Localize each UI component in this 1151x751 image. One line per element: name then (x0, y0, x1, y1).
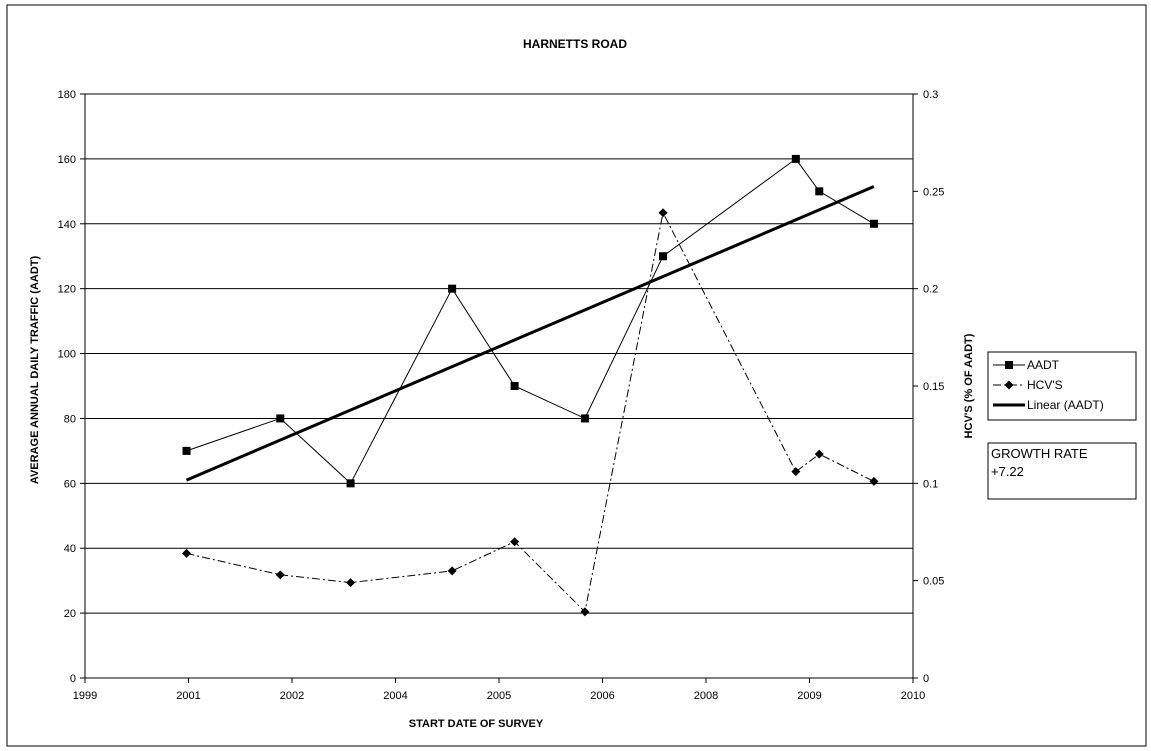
aadt-point (580, 414, 589, 423)
aadt-point (510, 382, 519, 390)
growth-rate-frame (987, 442, 1137, 500)
hcv-s-point (869, 476, 879, 486)
y2-tick-label: 0.05 (923, 576, 944, 588)
hcv-s-point (275, 570, 285, 580)
hcv-s-point (658, 208, 668, 218)
legend-label-hcv-s: HCV'S (1027, 378, 1063, 392)
y2-tick-label: 0.15 (923, 381, 944, 393)
aadt-point (659, 252, 668, 261)
tick-labels: 0 20 40 60 80 100 120 140 160 180 0 0.05 0.1 0.15 0.2 0… (58, 89, 945, 702)
y-axis-title: AVERAGE ANNUAL DAILY TRAFFIC (AADT) (29, 255, 41, 484)
linear-aadt-line (185, 185, 875, 482)
series-group (182, 154, 879, 617)
legend-label-linear-aadt: Linear (AADT) (1027, 398, 1104, 412)
x-tick-label: 2001 (176, 690, 200, 702)
aadt-point (815, 187, 824, 196)
hcv-s-point (814, 449, 824, 459)
y2-tick-label: 0 (923, 673, 929, 685)
y-tick-label: 20 (64, 608, 76, 620)
legend-marker-aadt (1005, 361, 1013, 369)
aadt-line (186, 158, 875, 485)
y-tick-label: 80 (64, 413, 76, 425)
growth-rate-value: +7.22 (991, 464, 1024, 479)
hcv-s-point (580, 607, 590, 617)
hcv-s-point (182, 548, 192, 558)
axes (80, 93, 918, 683)
growth-rate-box: GROWTH RATE +7.22 (987, 442, 1137, 500)
y2-tick-label: 0.1 (923, 478, 938, 490)
y-tick-label: 180 (58, 89, 76, 101)
y-tick-label: 100 (58, 349, 76, 361)
aadt-point (448, 284, 457, 293)
legend-label-aadt: AADT (1027, 358, 1060, 372)
hcv-s-point (447, 566, 457, 576)
y-tick-label: 60 (64, 478, 76, 490)
x-tick-label: 2006 (590, 690, 614, 702)
y2-tick-label: 0.25 (923, 186, 944, 198)
aadt-point (869, 219, 878, 228)
x-tick-label: 2005 (487, 690, 511, 702)
aadt-point (791, 154, 800, 163)
y-tick-label: 40 (64, 543, 76, 555)
growth-rate-label: GROWTH RATE (991, 446, 1088, 461)
y2-tick-label: 0.2 (923, 284, 938, 296)
x-tick-label: 1999 (73, 690, 97, 702)
x-tick-label: 2004 (383, 690, 407, 702)
y-tick-label: 0 (70, 673, 76, 685)
x-tick-label: 2002 (280, 690, 304, 702)
hcv-s-point (791, 467, 801, 477)
y-tick-label: 120 (58, 284, 76, 296)
chart-frame (6, 4, 1147, 747)
x-tick-label: 2008 (694, 690, 718, 702)
legend-marker-hcv-s (1004, 380, 1014, 390)
y-tick-label: 140 (58, 219, 76, 231)
y2-tick-label: 0.3 (923, 89, 938, 101)
aadt-point (182, 446, 191, 455)
aadt-point (276, 414, 285, 423)
chart-title: HARNETTS ROAD (523, 37, 627, 51)
hcv-s-point (510, 537, 520, 547)
hcv-s-line (186, 211, 875, 613)
y-tick-label: 160 (58, 154, 76, 166)
aadt-point (346, 479, 355, 488)
legend: AADT HCV'S Linear (AADT) (987, 351, 1137, 421)
y2-axis-title: HCV'S (% OF AADT) (963, 333, 975, 438)
x-tick-label: 2009 (797, 690, 821, 702)
x-tick-label: 2010 (901, 690, 925, 702)
grid-lines (85, 93, 913, 614)
x-axis-title: START DATE OF SURVEY (409, 718, 544, 730)
hcv-s-point (346, 578, 356, 588)
